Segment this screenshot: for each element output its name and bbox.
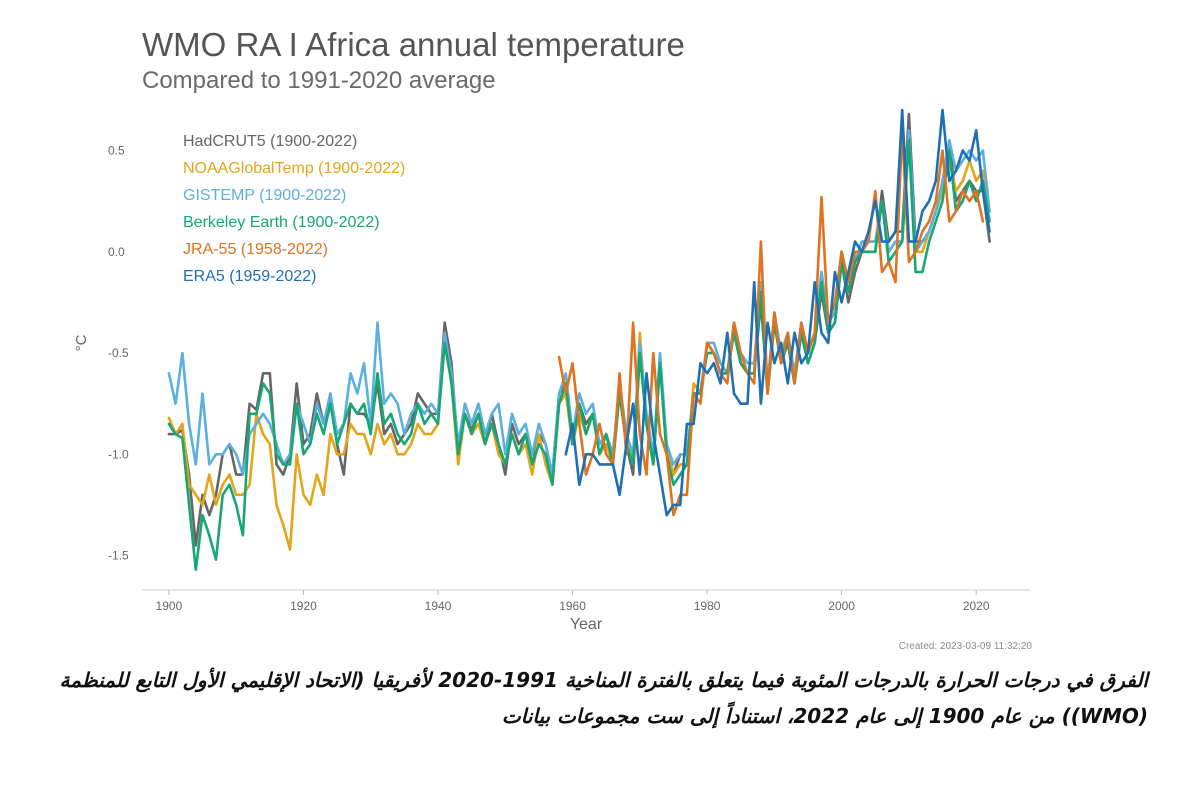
legend-entry-3: Berkeley Earth (1900-2022): [183, 214, 380, 231]
x-tick-label-2020: 2020: [963, 599, 990, 613]
chart-title: WMO RA I Africa annual temperature: [142, 26, 685, 63]
legend: HadCRUT5 (1900-2022) NOAAGlobalTemp (1900…: [183, 133, 405, 285]
series-lines: [167, 108, 991, 572]
y-tick-label-1: 0.0: [108, 245, 125, 259]
x-tick-label-1940: 1940: [425, 599, 452, 613]
axes: 1900 1920 1940 1960 1980 2000 2020 0.5 0.0 -0.5 -1…: [73, 144, 1030, 633]
legend-entry-1: NOAAGlobalTemp (1900-2022): [183, 160, 405, 177]
y-tick-label-3: -1.0: [108, 447, 129, 461]
y-axis-title: °C: [73, 334, 90, 351]
legend-entry-4: JRA-55 (1958-2022): [183, 241, 328, 258]
series-line-4: [557, 129, 985, 517]
temperature-line-chart: 1900 1920 1940 1960 1980 2000 2020 0.5 0.0 -0.5 -1…: [73, 108, 1030, 633]
x-tick-label-1960: 1960: [559, 599, 586, 613]
y-tick-label-0: 0.5: [108, 144, 125, 158]
y-tick-label-4: -1.5: [108, 549, 129, 563]
figure-caption: الفرق في درجات الحرارة بالدرجات المئوية …: [59, 668, 1148, 728]
chart-subtitle: Compared to 1991-2020 average: [142, 67, 496, 94]
x-tick-label-1980: 1980: [694, 599, 721, 613]
legend-entry-5: ERA5 (1959-2022): [183, 268, 316, 285]
legend-entry-2: GISTEMP (1900-2022): [183, 187, 346, 204]
x-tick-label-1920: 1920: [290, 599, 317, 613]
series-line-5: [564, 108, 991, 517]
legend-entry-0: HadCRUT5 (1900-2022): [183, 133, 357, 150]
x-axis-title: Year: [570, 616, 603, 633]
created-timestamp: Created: 2023-03-09 11:32:20: [898, 641, 1032, 652]
y-tick-label-2: -0.5: [108, 346, 129, 360]
series-line-3: [167, 139, 991, 572]
x-tick-label-2000: 2000: [828, 599, 855, 613]
x-tick-label-1900: 1900: [156, 599, 183, 613]
